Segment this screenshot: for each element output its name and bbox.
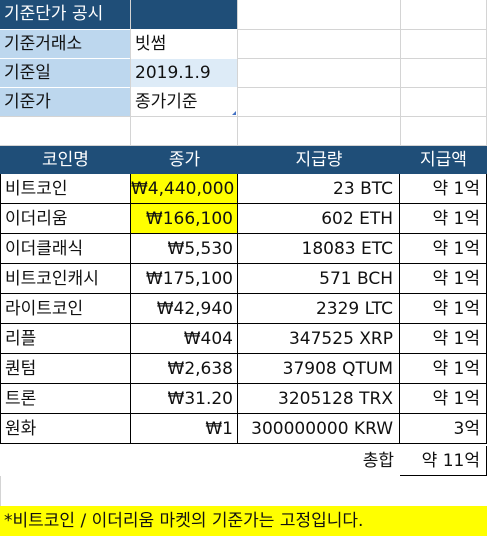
- payout-amount-cell[interactable]: 23 BTC: [238, 174, 400, 204]
- payout-amount-cell[interactable]: 300000000 KRW: [238, 414, 400, 444]
- payout-amount-cell[interactable]: 347525 XRP: [238, 324, 400, 354]
- payout-value-cell[interactable]: 약 1억: [400, 234, 487, 264]
- info-value-date[interactable]: 2019.1.9: [131, 59, 237, 87]
- header-coin-name[interactable]: 코인명: [0, 146, 131, 174]
- coin-name-cell[interactable]: 퀀텀: [0, 354, 131, 384]
- coin-name-cell[interactable]: 이더리움: [0, 204, 131, 234]
- info-value-basis[interactable]: 종가기준: [131, 88, 237, 116]
- grid-line: [0, 145, 487, 146]
- info-label-basis[interactable]: 기준가: [0, 88, 130, 116]
- coin-name-cell[interactable]: 라이트코인: [0, 294, 131, 324]
- payout-amount-cell[interactable]: 3205128 TRX: [238, 384, 400, 414]
- info-value-exchange[interactable]: 빗썸: [131, 30, 237, 58]
- payout-amount-cell[interactable]: 602 ETH: [238, 204, 400, 234]
- coin-name-cell[interactable]: 비트코인캐시: [0, 264, 131, 294]
- payout-amount-cell[interactable]: 571 BCH: [238, 264, 400, 294]
- info-title[interactable]: 기준단가 공시: [0, 0, 130, 29]
- fill-handle-icon[interactable]: [232, 111, 236, 115]
- coin-name-cell[interactable]: 비트코인: [0, 174, 131, 204]
- grid-line: [237, 29, 487, 30]
- total-value[interactable]: 약 11억: [400, 446, 487, 476]
- footer-note[interactable]: *비트코인 / 이더리움 마켓의 기준가는 고정입니다.: [0, 506, 487, 536]
- coin-name-cell[interactable]: 트론: [0, 384, 131, 414]
- close-price-cell[interactable]: ₩166,100: [131, 204, 238, 234]
- grid-line: [237, 0, 238, 146]
- info-label-exchange[interactable]: 기준거래소: [0, 30, 130, 58]
- payout-amount-cell[interactable]: 2329 LTC: [238, 294, 400, 324]
- coin-name-cell[interactable]: 리플: [0, 324, 131, 354]
- grid-line: [400, 0, 401, 146]
- payout-value-cell[interactable]: 약 1억: [400, 324, 487, 354]
- info-value-basis-text: 종가기준: [135, 92, 198, 112]
- close-price-cell[interactable]: ₩31.20: [131, 384, 238, 414]
- close-price-cell[interactable]: ₩42,940: [131, 294, 238, 324]
- header-payout-amount[interactable]: 지급량: [238, 146, 400, 174]
- payout-value-cell[interactable]: 약 1억: [400, 354, 487, 384]
- payout-amount-cell[interactable]: 37908 QTUM: [238, 354, 400, 384]
- info-title-blank[interactable]: [131, 0, 237, 29]
- close-price-cell[interactable]: ₩175,100: [131, 264, 238, 294]
- grid-line: [130, 0, 131, 146]
- close-price-cell[interactable]: ₩4,440,000: [131, 174, 238, 204]
- total-label[interactable]: 총합: [362, 451, 394, 471]
- payout-value-cell[interactable]: 약 1억: [400, 264, 487, 294]
- close-price-cell[interactable]: ₩5,530: [131, 234, 238, 264]
- payout-value-cell[interactable]: 약 1억: [400, 174, 487, 204]
- grid-line: [0, 476, 1, 506]
- grid-line: [237, 87, 487, 88]
- payout-value-cell[interactable]: 약 1억: [400, 294, 487, 324]
- header-close-price[interactable]: 종가: [131, 146, 238, 174]
- payout-value-cell[interactable]: 약 1억: [400, 204, 487, 234]
- info-label-date[interactable]: 기준일: [0, 59, 130, 87]
- payout-amount-cell[interactable]: 18083 ETC: [238, 234, 400, 264]
- coin-name-cell[interactable]: 원화: [0, 414, 131, 444]
- payout-value-cell[interactable]: 3억: [400, 414, 487, 444]
- close-price-cell[interactable]: ₩1: [131, 414, 238, 444]
- grid-line: [0, 116, 487, 117]
- payout-value-cell[interactable]: 약 1억: [400, 384, 487, 414]
- close-price-cell[interactable]: ₩2,638: [131, 354, 238, 384]
- header-payout-value[interactable]: 지급액: [400, 146, 487, 174]
- coin-name-cell[interactable]: 이더클래식: [0, 234, 131, 264]
- grid-line: [237, 58, 487, 59]
- close-price-cell[interactable]: ₩404: [131, 324, 238, 354]
